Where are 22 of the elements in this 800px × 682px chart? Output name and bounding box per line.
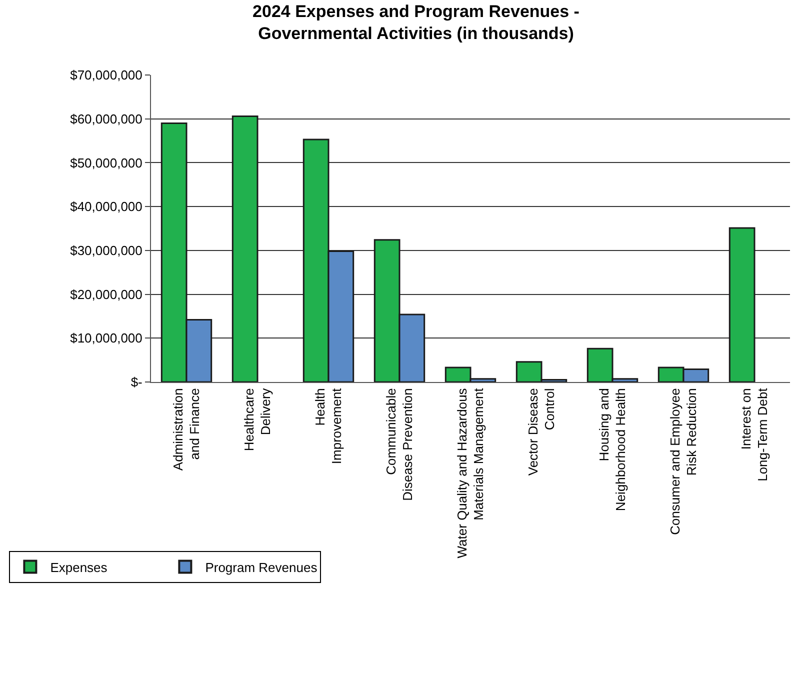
x-tick-label: Health Improvement: [312, 388, 344, 464]
x-tick-label: Water Quality and Hazardous Materials Management: [454, 388, 486, 558]
x-tick-label: Interest on Long-Term Debt: [738, 388, 770, 482]
x-tick-label: Communicable Disease Prevention: [383, 388, 416, 501]
y-tick-label: $60,000,000: [70, 111, 142, 126]
y-tick-label: $50,000,000: [70, 155, 142, 170]
x-tick-label: Vector Disease Control: [525, 388, 558, 476]
x-tick-label: Healthcare Delivery: [241, 388, 274, 452]
chart-title: 2024 Expenses and Program Revenues - Governmental Activities (in thousands): [252, 2, 580, 44]
bar: [232, 115, 258, 382]
legend-label: Program Revenues: [205, 560, 318, 575]
x-tick-label: Administration and Finance: [170, 388, 202, 471]
y-tick-label: $30,000,000: [70, 242, 142, 258]
x-tick-label: Housing and Neighborhood Health: [596, 388, 628, 512]
y-tick-label: $20,000,000: [70, 286, 142, 302]
y-tick-label: $70,000,000: [70, 68, 142, 83]
y-tick-label: $-: [130, 374, 142, 390]
x-tick-label: Consumer and Employee Risk Reduction: [667, 388, 700, 535]
y-tick-label: $10,000,000: [70, 330, 142, 346]
bar: [728, 227, 756, 382]
y-tick-label: $40,000,000: [70, 199, 142, 214]
legend-label: Expenses: [50, 560, 108, 575]
